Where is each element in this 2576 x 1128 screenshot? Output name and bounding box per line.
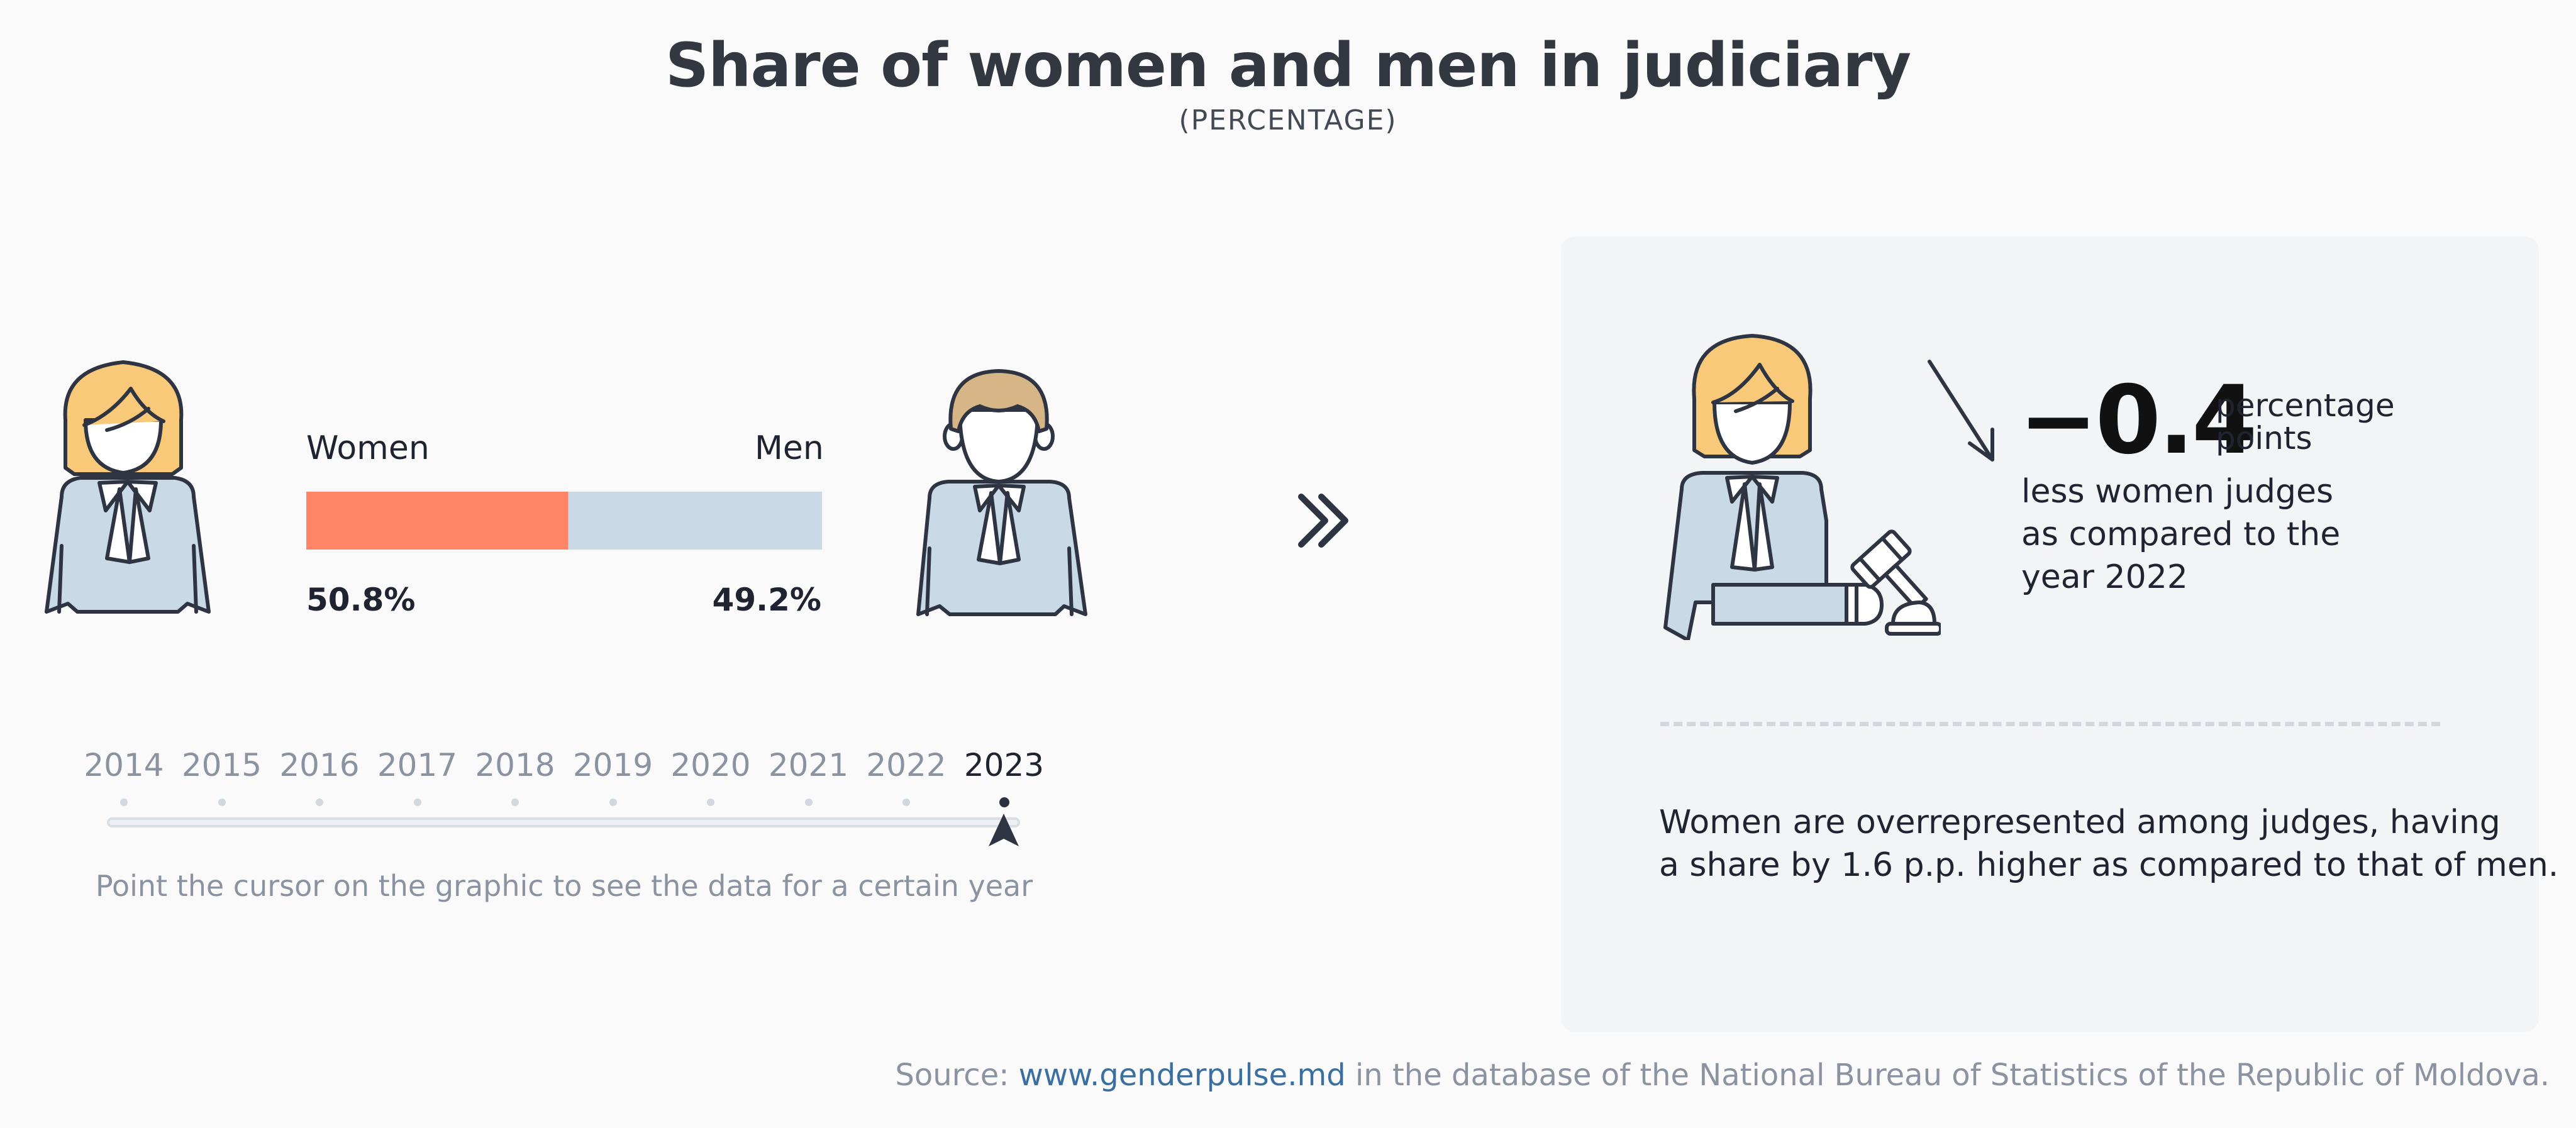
year-dot-2016[interactable]	[316, 799, 323, 806]
value-label-women: 50.8%	[306, 582, 416, 618]
year-dot-2021[interactable]	[804, 799, 813, 806]
change-description-line-3: year 2022	[2021, 558, 2188, 596]
slider-pointer-icon[interactable]	[986, 811, 1021, 850]
change-description-line-2: as compared to the	[2021, 516, 2341, 553]
judge-with-gavel-icon	[1663, 334, 1941, 640]
source-prefix: Source:	[895, 1058, 1019, 1093]
change-unit-line-2: points	[2216, 420, 2312, 456]
year-dot-2017[interactable]	[413, 799, 421, 806]
timeline-hint: Point the cursor on the graphic to see t…	[95, 869, 1033, 903]
panel-divider	[1660, 722, 2440, 726]
year-label-2017[interactable]: 2017	[377, 747, 458, 783]
year-dot-2019[interactable]	[609, 799, 617, 806]
chart-subtitle: (PERCENTAGE)	[1179, 104, 1397, 136]
legend-women: Women	[306, 429, 430, 467]
bar-segment-men[interactable]	[568, 492, 822, 550]
year-dot-2022[interactable]	[902, 799, 910, 806]
source-note: Source: www.genderpulse.md in the databa…	[895, 1058, 2550, 1093]
double-chevron-right-icon[interactable]	[1292, 490, 1355, 553]
year-label-2021[interactable]: 2021	[768, 747, 849, 783]
change-value: −0.4	[2019, 366, 2257, 475]
summary-note-line-2: a share by 1.6 p.p. higher as compared t…	[1659, 846, 2559, 884]
year-label-2015[interactable]: 2015	[181, 747, 262, 783]
change-description-line-1: less women judges	[2021, 473, 2334, 511]
year-label-2016[interactable]: 2016	[279, 747, 360, 783]
legend-men: Men	[755, 429, 824, 467]
source-suffix: in the database of the National Bureau o…	[1345, 1058, 2550, 1093]
year-label-2022[interactable]: 2022	[866, 747, 947, 783]
year-label-2018[interactable]: 2018	[475, 747, 555, 783]
year-dot-2015[interactable]	[218, 799, 226, 806]
bar-segment-women[interactable]	[306, 492, 569, 550]
source-link[interactable]: www.genderpulse.md	[1018, 1058, 1346, 1093]
year-slider-track[interactable]	[107, 817, 1020, 827]
year-label-2014[interactable]: 2014	[84, 747, 164, 783]
year-label-2020[interactable]: 2020	[670, 747, 751, 783]
chart-title: Share of women and men in judiciary	[665, 30, 1911, 101]
summary-note-line-1: Women are overrepresented among judges, …	[1659, 804, 2501, 841]
trend-down-arrow-icon	[1928, 360, 1994, 462]
year-label-2019[interactable]: 2019	[572, 747, 653, 783]
year-dot-2023[interactable]	[999, 797, 1009, 807]
male-judge-icon	[916, 369, 1087, 616]
value-label-men: 49.2%	[712, 582, 821, 618]
year-label-2023[interactable]: 2023	[963, 747, 1045, 783]
female-judge-icon	[45, 360, 211, 614]
change-unit-line-1: percentage	[2216, 387, 2395, 424]
year-dot-2014[interactable]	[120, 799, 128, 806]
year-dot-2020[interactable]	[707, 799, 714, 806]
year-dot-2018[interactable]	[511, 799, 519, 806]
stacked-bar-chart[interactable]	[306, 492, 822, 550]
